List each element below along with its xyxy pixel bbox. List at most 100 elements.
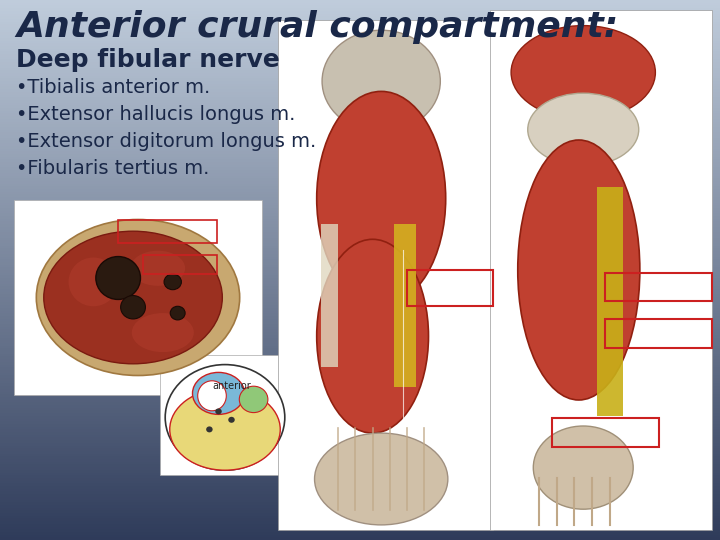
Bar — [0, 54, 720, 57]
Ellipse shape — [206, 427, 212, 433]
Bar — [0, 224, 720, 227]
Ellipse shape — [68, 258, 118, 306]
Bar — [0, 459, 720, 462]
Bar — [0, 81, 720, 84]
Bar — [0, 130, 720, 132]
Ellipse shape — [164, 274, 181, 289]
Bar — [0, 84, 720, 86]
Bar — [0, 308, 720, 310]
Bar — [0, 108, 720, 111]
Ellipse shape — [198, 381, 226, 411]
Text: •Extensor digitorum longus m.: •Extensor digitorum longus m. — [16, 132, 316, 151]
Bar — [0, 516, 720, 518]
Bar — [14, 200, 262, 395]
Bar — [0, 359, 720, 362]
Bar — [0, 329, 720, 332]
Bar — [0, 86, 720, 89]
Bar — [0, 338, 720, 340]
Ellipse shape — [170, 306, 185, 320]
Ellipse shape — [192, 373, 245, 414]
Bar — [0, 57, 720, 59]
Bar — [0, 370, 720, 373]
Bar — [0, 78, 720, 81]
Bar — [0, 43, 720, 46]
Bar — [0, 97, 720, 100]
Bar — [0, 346, 720, 348]
Bar — [0, 59, 720, 62]
Bar — [0, 335, 720, 338]
Bar — [0, 275, 720, 278]
Bar — [0, 246, 720, 248]
Bar — [0, 119, 720, 122]
Bar — [0, 302, 720, 305]
Bar — [0, 367, 720, 370]
Bar — [0, 100, 720, 103]
Bar — [0, 319, 720, 321]
Bar — [0, 351, 720, 354]
Bar — [0, 240, 720, 243]
Bar — [0, 167, 720, 170]
Bar — [0, 148, 720, 151]
Bar — [0, 464, 720, 467]
Bar — [0, 332, 720, 335]
Bar — [0, 159, 720, 162]
Bar — [0, 486, 720, 489]
Bar — [0, 273, 720, 275]
Bar — [0, 429, 720, 432]
Bar — [0, 454, 720, 456]
Bar — [0, 230, 720, 232]
Bar — [0, 467, 720, 470]
Bar — [0, 194, 720, 197]
Bar — [407, 270, 493, 306]
Bar — [0, 189, 720, 192]
Bar — [0, 11, 720, 14]
Bar — [0, 297, 720, 300]
Bar — [0, 227, 720, 229]
Bar — [0, 294, 720, 297]
Bar — [0, 289, 720, 292]
Text: •Extensor hallucis longus m.: •Extensor hallucis longus m. — [16, 105, 295, 124]
Bar — [0, 94, 720, 97]
Bar — [0, 68, 720, 70]
Bar — [0, 435, 720, 437]
Bar — [0, 402, 720, 405]
Bar — [0, 535, 720, 537]
Bar — [0, 38, 720, 40]
Bar — [0, 162, 720, 165]
Bar — [0, 111, 720, 113]
Ellipse shape — [315, 433, 448, 525]
Ellipse shape — [215, 408, 222, 414]
Bar — [0, 281, 720, 284]
Ellipse shape — [528, 93, 639, 166]
Bar — [0, 502, 720, 505]
Bar — [0, 32, 720, 35]
Bar — [0, 197, 720, 200]
Bar — [0, 537, 720, 540]
Bar — [0, 529, 720, 532]
Bar — [0, 219, 720, 221]
Bar — [0, 122, 720, 124]
Bar — [0, 89, 720, 92]
Text: Deep fibular nerve: Deep fibular nerve — [16, 48, 280, 72]
Bar — [0, 481, 720, 483]
Bar — [0, 200, 720, 202]
Bar — [0, 397, 720, 400]
Bar — [0, 259, 720, 262]
Ellipse shape — [317, 91, 446, 306]
Ellipse shape — [130, 251, 185, 286]
Bar — [0, 65, 720, 68]
Bar — [0, 40, 720, 43]
Bar — [0, 284, 720, 286]
Bar — [606, 273, 712, 301]
Bar — [0, 348, 720, 351]
Bar — [0, 483, 720, 486]
Bar — [0, 440, 720, 443]
Bar — [0, 186, 720, 189]
Bar — [0, 176, 720, 178]
Bar — [0, 267, 720, 270]
Bar — [0, 375, 720, 378]
Bar — [0, 526, 720, 529]
Bar — [0, 243, 720, 246]
Bar — [0, 62, 720, 65]
Bar — [0, 238, 720, 240]
